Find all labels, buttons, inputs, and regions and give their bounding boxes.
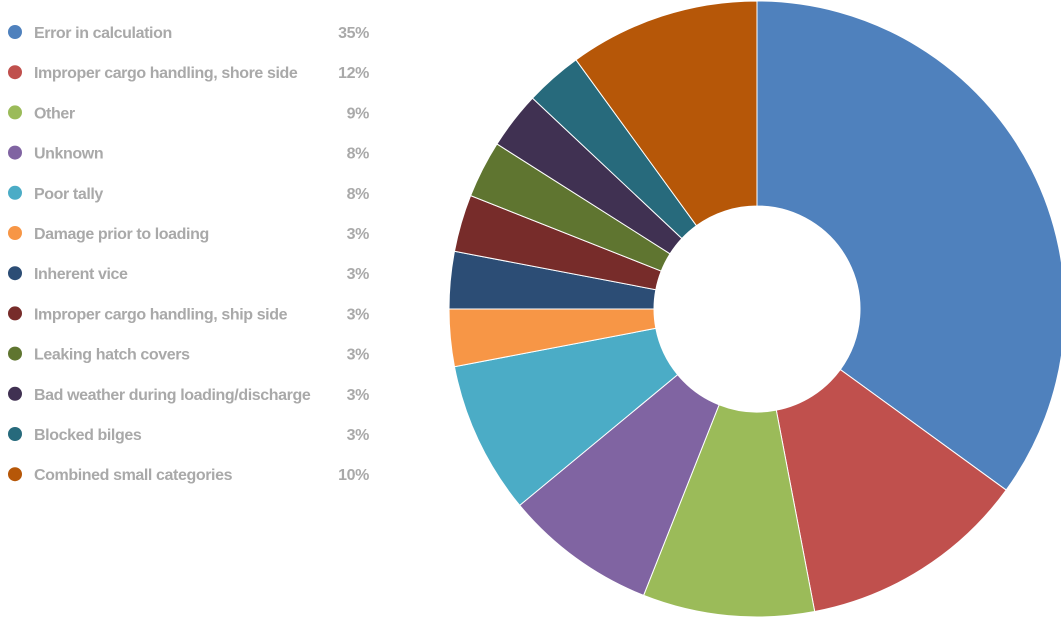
slice-combined-small-categories — [575, 0, 758, 227]
donut-slices — [448, 0, 1061, 617]
legend-marker — [8, 346, 22, 361]
legend-item-unknown: Unknown 8% — [8, 145, 370, 163]
legend-item-other: Other 9% — [8, 105, 370, 122]
legend-label: Leaking hatch covers — [34, 347, 190, 364]
legend-item-damage-prior-to-loading: Damage prior to loading 3% — [8, 226, 370, 243]
legend-label: Other — [34, 105, 75, 122]
legend-value: 3% — [347, 226, 369, 243]
legend-item-bad-weather-during-loading-discharge: Bad weather during loading/discharge 3% — [8, 386, 370, 404]
legend-marker — [8, 266, 22, 281]
legend-value: 9% — [347, 105, 369, 122]
legend-item-improper-cargo-handling-ship-side: Improper cargo handling, ship side 3% — [8, 306, 370, 323]
legend-item-poor-tally: Poor tally 8% — [8, 185, 370, 203]
legend-value: 3% — [347, 266, 369, 283]
legend-item-combined-small-categories: Combined small categories 10% — [8, 467, 370, 484]
slice-improper-cargo-handling-shore-side — [775, 368, 1007, 613]
legend-label: Damage prior to loading — [34, 226, 209, 243]
legend-value: 12% — [338, 65, 369, 82]
legend-marker — [8, 467, 22, 482]
legend-marker — [8, 25, 22, 39]
legend-value: 35% — [338, 25, 369, 42]
legend-label: Error in calculation — [34, 25, 172, 42]
legend-item-inherent-vice: Inherent vice 3% — [8, 266, 370, 283]
slice-error-in-calculation — [756, 0, 1061, 491]
legend-value: 3% — [347, 347, 369, 364]
legend-label: Poor tally — [34, 186, 103, 203]
legend-label: Combined small categories — [34, 467, 233, 484]
legend-value: 3% — [347, 306, 369, 323]
legend-marker — [8, 226, 22, 240]
legend-item-leaking-hatch-covers: Leaking hatch covers 3% — [8, 346, 370, 364]
legend-marker — [8, 306, 22, 321]
legend-marker — [8, 105, 22, 120]
legend-value: 8% — [347, 146, 369, 163]
legend-label: Blocked bilges — [34, 427, 142, 444]
legend-label: Improper cargo handling, shore side — [34, 65, 298, 82]
legend-marker — [8, 145, 22, 160]
legend-marker — [8, 386, 22, 401]
legend-marker — [8, 427, 22, 441]
legend-label: Improper cargo handling, ship side — [34, 306, 288, 323]
legend-label: Inherent vice — [34, 266, 128, 283]
chart-legend: Error in calculation 35% Improper cargo ha… — [8, 25, 370, 484]
legend-value: 8% — [347, 186, 369, 203]
legend-marker — [8, 65, 22, 80]
legend-item-improper-cargo-handling-shore-side: Improper cargo handling, shore side 12% — [8, 65, 370, 82]
legend-label: Unknown — [34, 146, 103, 163]
legend-item-blocked-bilges: Blocked bilges 3% — [8, 427, 370, 444]
legend-value: 10% — [338, 467, 369, 484]
legend-label: Bad weather during loading/discharge — [34, 387, 311, 404]
legend-value: 3% — [347, 427, 369, 444]
legend-item-error-in-calculation: Error in calculation 35% — [8, 25, 370, 42]
legend-value: 3% — [347, 387, 369, 404]
legend-marker — [8, 185, 22, 200]
